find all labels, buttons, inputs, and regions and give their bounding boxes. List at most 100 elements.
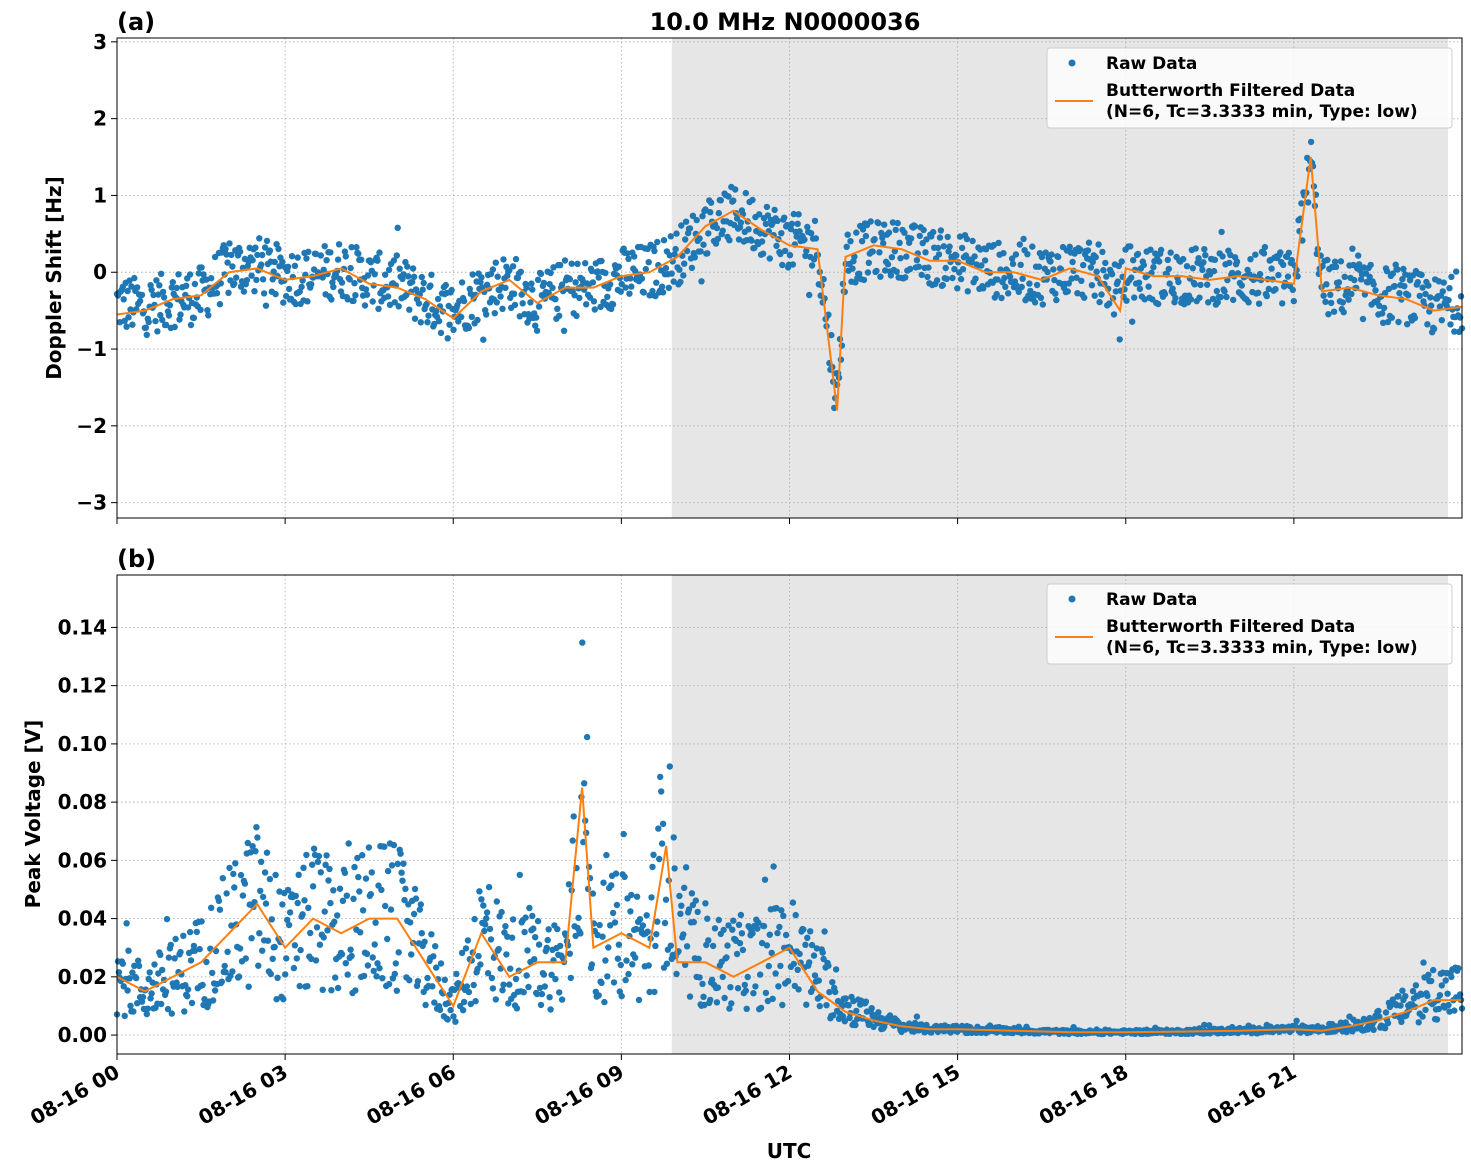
raw-data-point bbox=[485, 883, 493, 891]
raw-data-point bbox=[875, 1009, 882, 1016]
raw-data-point bbox=[1360, 264, 1368, 271]
raw-data-point bbox=[522, 914, 529, 921]
raw-data-point bbox=[590, 298, 598, 305]
raw-data-point bbox=[628, 283, 635, 290]
y-tick-label: 0.00 bbox=[58, 1023, 107, 1047]
raw-data-point bbox=[786, 251, 794, 259]
raw-data-point bbox=[283, 955, 290, 962]
raw-data-point bbox=[557, 942, 564, 950]
raw-data-point bbox=[308, 281, 315, 288]
raw-data-point bbox=[131, 962, 138, 969]
raw-data-point bbox=[424, 319, 431, 326]
raw-data-point bbox=[303, 851, 310, 859]
raw-data-point bbox=[1382, 1009, 1390, 1016]
panel-b-grid bbox=[117, 575, 1462, 1054]
raw-data-point bbox=[1388, 314, 1396, 321]
raw-data-point bbox=[228, 922, 235, 929]
raw-data-point bbox=[708, 976, 716, 983]
y-tick-label: −3 bbox=[76, 491, 107, 515]
raw-data-point bbox=[173, 284, 180, 292]
raw-data-point bbox=[659, 820, 667, 827]
raw-data-point bbox=[681, 884, 688, 891]
raw-data-point bbox=[162, 321, 170, 328]
raw-data-point bbox=[254, 251, 261, 259]
raw-data-point bbox=[242, 955, 249, 962]
raw-data-point bbox=[1376, 302, 1383, 309]
raw-data-point bbox=[918, 271, 925, 279]
raw-data-point bbox=[512, 975, 520, 983]
raw-data-point bbox=[741, 981, 748, 989]
raw-data-point bbox=[808, 941, 816, 949]
raw-data-point bbox=[695, 955, 702, 962]
raw-data-point bbox=[689, 212, 697, 219]
raw-data-point bbox=[760, 922, 768, 930]
raw-data-point bbox=[327, 249, 334, 256]
raw-data-point bbox=[546, 994, 553, 1001]
raw-data-point bbox=[448, 286, 455, 294]
raw-data-point bbox=[1018, 283, 1025, 291]
raw-data-point bbox=[713, 999, 721, 1006]
raw-data-point bbox=[671, 865, 678, 872]
raw-data-point bbox=[1293, 1017, 1300, 1024]
raw-data-point bbox=[406, 977, 413, 984]
raw-data-point bbox=[566, 276, 573, 283]
raw-data-point bbox=[691, 254, 698, 261]
raw-data-point bbox=[139, 993, 147, 1001]
raw-data-point bbox=[266, 875, 274, 883]
raw-data-point bbox=[1340, 309, 1347, 316]
raw-data-point bbox=[395, 303, 402, 310]
raw-data-point bbox=[1370, 281, 1377, 288]
raw-data-point bbox=[1180, 255, 1187, 263]
raw-data-point bbox=[1445, 297, 1452, 304]
raw-data-point bbox=[345, 840, 352, 847]
raw-data-point bbox=[903, 253, 910, 260]
raw-data-point bbox=[1348, 290, 1355, 298]
raw-data-point bbox=[581, 780, 588, 787]
raw-data-point bbox=[285, 921, 293, 929]
raw-data-point bbox=[599, 933, 606, 940]
y-tick-label: 0.08 bbox=[58, 790, 107, 814]
raw-data-point bbox=[1012, 251, 1020, 258]
raw-data-point bbox=[609, 301, 617, 308]
raw-data-point bbox=[353, 244, 360, 251]
raw-data-point bbox=[533, 990, 541, 998]
raw-data-point bbox=[839, 1013, 847, 1020]
raw-data-point bbox=[147, 995, 154, 1002]
raw-data-point bbox=[159, 966, 166, 974]
raw-data-point bbox=[653, 279, 660, 286]
raw-data-point bbox=[972, 275, 979, 282]
raw-data-point bbox=[153, 277, 160, 284]
raw-data-point bbox=[1391, 282, 1398, 290]
raw-data-point bbox=[412, 895, 420, 902]
panel-a-ylabel: Doppler Shift [Hz] bbox=[42, 176, 66, 380]
raw-data-point bbox=[1150, 264, 1157, 271]
raw-data-point bbox=[428, 271, 435, 278]
raw-data-point bbox=[406, 306, 413, 313]
raw-data-point bbox=[274, 974, 281, 981]
raw-data-point bbox=[200, 271, 207, 278]
raw-data-point bbox=[821, 928, 828, 935]
raw-data-point bbox=[428, 931, 435, 938]
raw-data-point bbox=[235, 973, 243, 980]
raw-data-point bbox=[790, 210, 797, 218]
raw-data-point bbox=[1065, 280, 1073, 287]
raw-data-point bbox=[1035, 263, 1043, 270]
raw-data-point bbox=[876, 249, 883, 256]
raw-data-point bbox=[433, 964, 440, 971]
raw-data-point bbox=[1395, 318, 1402, 326]
raw-data-point bbox=[316, 941, 324, 948]
raw-data-point bbox=[1425, 971, 1432, 978]
raw-data-point bbox=[425, 312, 432, 319]
raw-data-point bbox=[1164, 256, 1172, 264]
raw-data-point bbox=[1000, 250, 1007, 257]
raw-data-point bbox=[1234, 270, 1242, 277]
raw-data-point bbox=[1427, 294, 1434, 301]
raw-data-point bbox=[1118, 258, 1125, 265]
raw-data-point bbox=[978, 262, 985, 269]
raw-data-point bbox=[1384, 318, 1392, 326]
raw-data-point bbox=[259, 947, 266, 954]
raw-data-point bbox=[715, 209, 722, 217]
raw-data-point bbox=[273, 996, 280, 1003]
raw-data-point bbox=[286, 909, 294, 916]
raw-data-point bbox=[811, 972, 819, 979]
